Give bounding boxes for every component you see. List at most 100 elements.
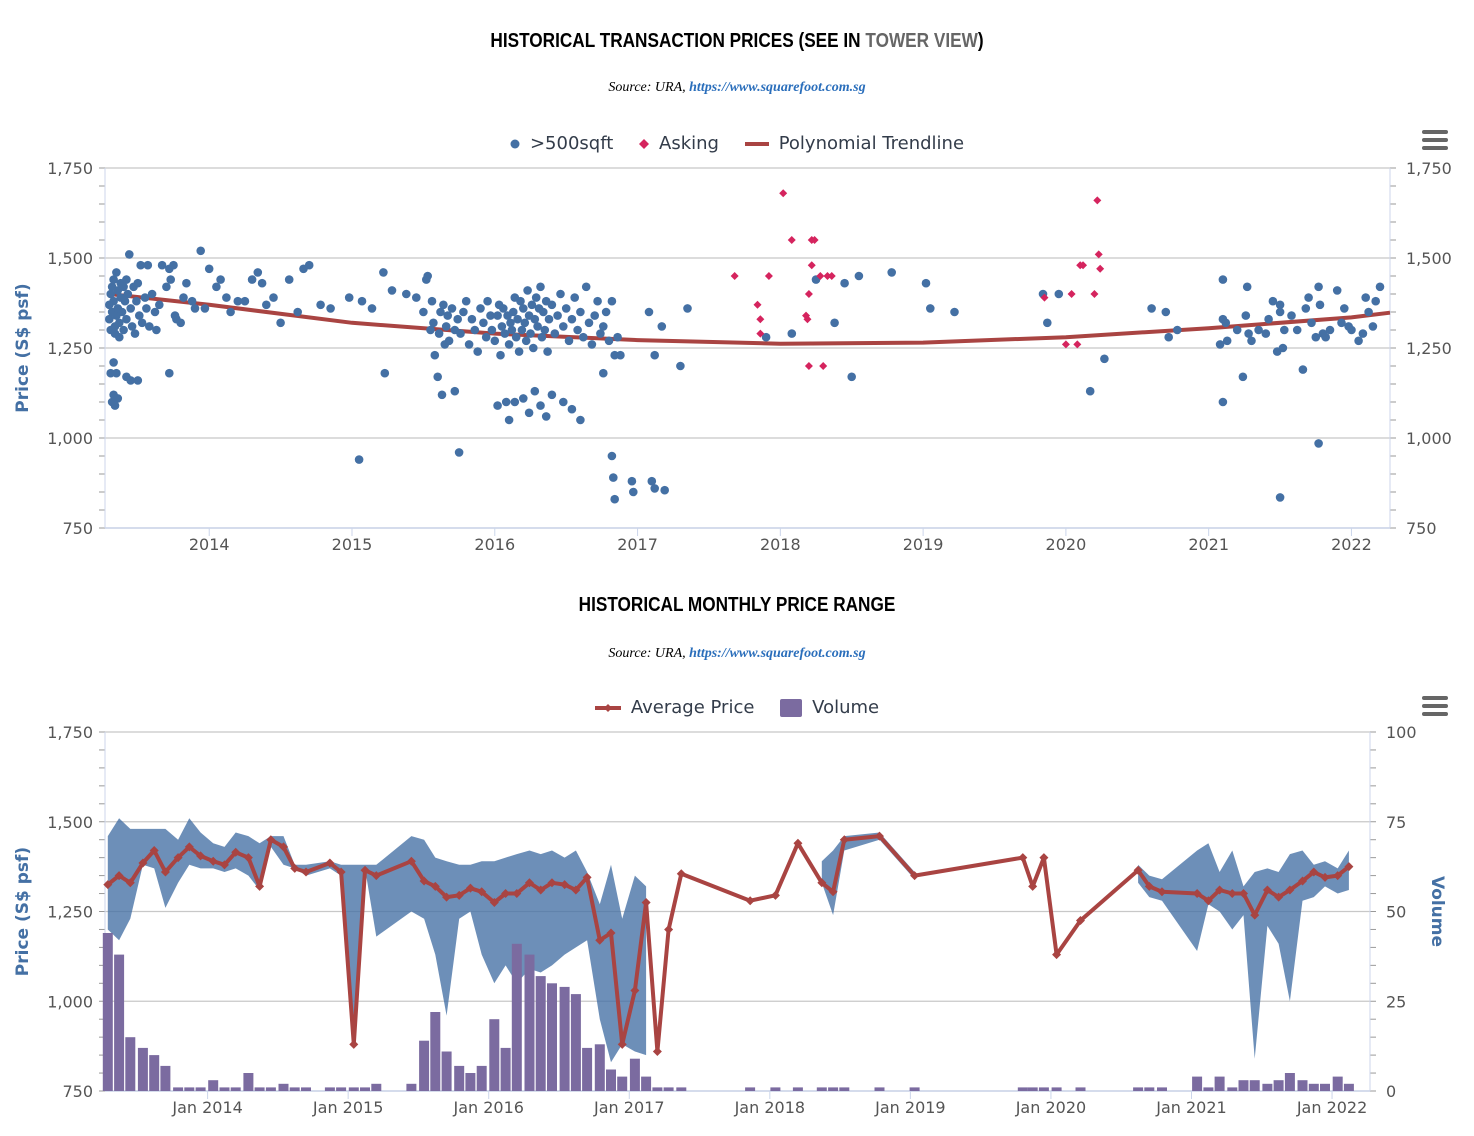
chart2-ytick-label: 1,500 bbox=[47, 813, 93, 832]
chart1-xtick-label: 2017 bbox=[617, 535, 658, 554]
chart1-xtick-label: 2018 bbox=[760, 535, 801, 554]
transaction-point bbox=[504, 340, 514, 349]
volume-bar bbox=[745, 1087, 756, 1091]
transaction-point bbox=[1278, 343, 1288, 353]
average-price-point bbox=[1075, 915, 1085, 925]
average-price-point bbox=[196, 851, 206, 861]
transaction-point bbox=[1242, 282, 1252, 292]
transaction-point bbox=[1221, 318, 1231, 328]
average-price-point bbox=[243, 853, 253, 863]
volume-bar bbox=[336, 1087, 347, 1091]
legend-item-volume[interactable]: Volume bbox=[780, 697, 879, 718]
transaction-point bbox=[1218, 275, 1228, 284]
transaction-point bbox=[1304, 293, 1313, 302]
transaction-point bbox=[490, 336, 500, 346]
transaction-point bbox=[1325, 325, 1335, 335]
volume-bar bbox=[594, 1044, 605, 1091]
transaction-point bbox=[1314, 282, 1323, 292]
transaction-point bbox=[433, 372, 443, 382]
transaction-point bbox=[447, 304, 457, 313]
transaction-point bbox=[126, 304, 135, 313]
average-price-point bbox=[536, 885, 546, 895]
volume-bar bbox=[1203, 1087, 1214, 1091]
chart2-ytick-right-label: 75 bbox=[1386, 813, 1406, 832]
transaction-point bbox=[559, 397, 568, 407]
legend-circle-icon bbox=[510, 139, 520, 148]
average-price-point bbox=[103, 880, 113, 890]
transaction-point bbox=[1307, 318, 1316, 328]
transaction-point bbox=[486, 311, 495, 320]
transaction-point bbox=[564, 336, 574, 346]
average-price-point bbox=[664, 924, 674, 934]
transaction-point bbox=[120, 296, 130, 306]
transaction-point bbox=[182, 278, 191, 288]
legend-label-average-price: Average Price bbox=[630, 696, 755, 718]
transaction-point bbox=[226, 307, 235, 317]
transaction-point bbox=[456, 329, 465, 338]
transaction-point bbox=[222, 293, 231, 302]
volume-bar bbox=[1038, 1087, 1049, 1091]
transaction-point bbox=[444, 336, 454, 346]
transaction-point bbox=[1361, 293, 1370, 302]
legend-label-500sqft: >500sqft bbox=[529, 132, 614, 154]
chart1-ytick-label: 1,000 bbox=[47, 429, 93, 448]
chart2-ytick-label: 1,250 bbox=[47, 903, 93, 922]
transaction-point bbox=[190, 304, 200, 313]
average-price-point bbox=[828, 887, 838, 897]
transaction-point bbox=[509, 307, 518, 317]
legend-item-average-price[interactable]: Average Price bbox=[594, 696, 755, 718]
transaction-point bbox=[204, 264, 214, 274]
asking-point bbox=[1079, 261, 1088, 270]
transaction-point bbox=[1375, 282, 1385, 292]
transaction-point bbox=[136, 260, 145, 270]
volume-bar bbox=[1075, 1087, 1086, 1091]
chart2-source-link[interactable]: https://www.squarefoot.com.sg bbox=[689, 646, 866, 661]
chart1-ytick-label: 750 bbox=[62, 519, 93, 538]
transaction-point bbox=[1054, 289, 1064, 299]
volume-bar bbox=[208, 1080, 219, 1091]
chart1-ytick-label: 1,250 bbox=[47, 339, 93, 358]
transaction-point bbox=[511, 332, 521, 342]
volume-bar bbox=[419, 1040, 430, 1091]
chart1-source-link[interactable]: https://www.squarefoot.com.sg bbox=[689, 80, 866, 95]
transaction-point bbox=[613, 332, 622, 342]
transaction-point bbox=[379, 268, 388, 277]
legend-item-asking[interactable]: Asking bbox=[639, 133, 719, 154]
transaction-point bbox=[787, 329, 797, 338]
average-price-point bbox=[208, 856, 218, 866]
legend-item-500sqft[interactable]: >500sqft bbox=[510, 133, 613, 154]
chart2-ytick-right-label: 25 bbox=[1386, 992, 1406, 1011]
asking-point bbox=[787, 236, 796, 244]
asking-point bbox=[804, 362, 813, 370]
chart1-menu-icon[interactable] bbox=[1422, 130, 1448, 152]
asking-point bbox=[1061, 340, 1070, 349]
transaction-point bbox=[536, 401, 545, 410]
transaction-point bbox=[483, 296, 492, 306]
average-price-point bbox=[817, 878, 827, 888]
average-price-point bbox=[1344, 862, 1354, 872]
volume-bar bbox=[1144, 1087, 1155, 1091]
transaction-point bbox=[1261, 329, 1271, 338]
average-price-point bbox=[1215, 885, 1225, 895]
average-price-point bbox=[560, 880, 570, 890]
tower-view-link[interactable]: TOWER VIEW bbox=[865, 30, 978, 52]
transaction-point bbox=[570, 293, 579, 302]
volume-bar bbox=[1227, 1087, 1238, 1091]
average-price-point bbox=[1320, 872, 1330, 882]
volume-bar bbox=[1157, 1087, 1167, 1091]
average-price-point bbox=[630, 985, 640, 995]
volume-bar bbox=[792, 1087, 803, 1091]
transaction-point bbox=[1280, 325, 1289, 335]
chart2-ytick-right-label: 0 bbox=[1386, 1082, 1396, 1101]
transaction-point bbox=[240, 296, 250, 306]
transaction-point bbox=[926, 304, 935, 313]
chart2-menu-icon[interactable] bbox=[1422, 696, 1448, 718]
chart1-ylabel: Price (S$ psf) bbox=[13, 283, 33, 412]
legend-item-trendline[interactable]: Polynomial Trendline bbox=[744, 133, 964, 154]
average-price-point bbox=[1250, 910, 1260, 920]
transaction-point bbox=[506, 318, 515, 328]
transaction-point bbox=[1340, 304, 1349, 313]
chart1-xtick-label: 2019 bbox=[903, 535, 944, 554]
transaction-point bbox=[380, 368, 390, 378]
transaction-point bbox=[155, 300, 164, 310]
